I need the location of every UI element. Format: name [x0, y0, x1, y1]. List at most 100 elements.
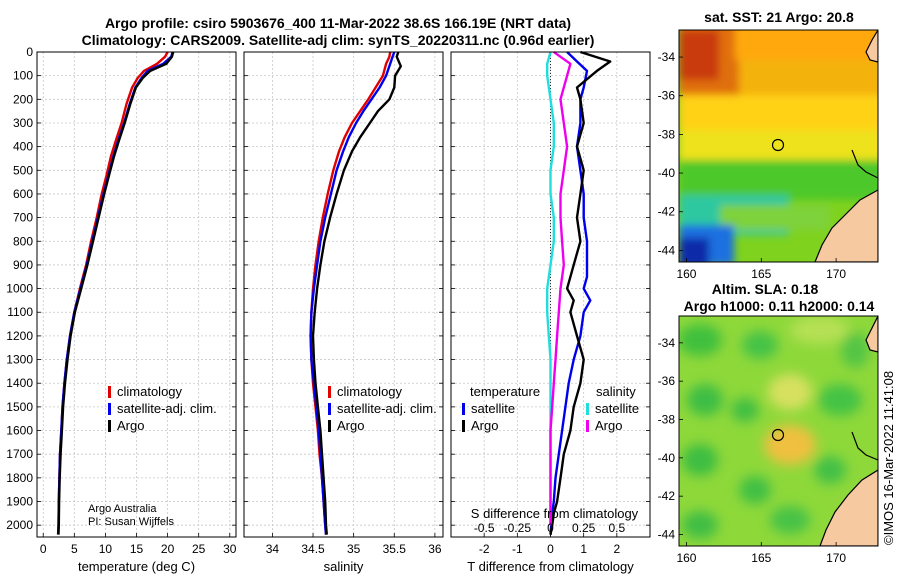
sla-map-title-line1: Altim. SLA: 0.18	[712, 281, 819, 297]
legend-swatch	[108, 420, 111, 432]
sst-map-title: sat. SST: 21 Argo: 20.8	[704, 9, 854, 25]
y-tick-label: 2000	[6, 518, 33, 532]
x-tick-label: -2	[479, 542, 490, 556]
legend-swatch	[586, 403, 589, 415]
map-y-tick-label: -44	[658, 243, 676, 257]
x-tick-label: 36	[428, 542, 442, 556]
x-tick-label: 1	[580, 542, 587, 556]
map-y-tick-label: -42	[658, 205, 676, 219]
sst-map-frame	[678, 29, 879, 263]
x-tick-label: 15	[130, 542, 144, 556]
x2-tick-label: 0	[547, 521, 554, 535]
series-line-s-diff-satellite	[546, 51, 555, 526]
series-line-satellite-adj-clim-	[309, 51, 396, 535]
x-tick-label: 34	[266, 542, 280, 556]
series-line-satellite-adj-clim-	[56, 51, 174, 535]
y-tick-label: 600	[13, 187, 33, 201]
legend-swatch	[586, 420, 589, 432]
y-tick-label: 700	[13, 211, 33, 225]
series-line-t-diff-argo	[549, 50, 612, 535]
x-axis-label: T difference from climatology	[467, 559, 634, 574]
x-axis-label: temperature (deg C)	[78, 559, 195, 574]
legend-swatch	[462, 420, 465, 432]
legend-label: climatology	[337, 384, 403, 399]
axes-frame	[243, 51, 444, 538]
x-tick-label: 35.5	[383, 542, 407, 556]
legend-label: satellite	[471, 401, 515, 416]
salinity-profile-panel: 34 34.5 35 35.5 36 salinity climatology satelli…	[243, 51, 444, 574]
y-tick-label: 1300	[6, 353, 33, 367]
x2-tick-label: -0.5	[474, 521, 495, 535]
legend-swatch	[462, 403, 465, 415]
y-tick-label: 100	[13, 69, 33, 83]
sst-map-ticks: 160 165 170 -34 -36 -38 -40 -42 -44	[658, 50, 847, 281]
sla-map-frame	[678, 315, 879, 547]
map-y-tick-label: -38	[658, 413, 676, 427]
map-x-tick-label: 160	[676, 267, 696, 281]
credit-line1: Argo Australia	[88, 503, 157, 515]
series-line-argo	[311, 51, 402, 535]
sla-map	[679, 316, 878, 546]
x2-tick-label: -0.25	[504, 521, 532, 535]
figure-title-line2: Climatology: CARS2009. Satellite-adj cli…	[82, 32, 595, 48]
x-tick-label: 30	[223, 542, 237, 556]
sst-map	[679, 30, 878, 262]
legend-label: Argo	[117, 418, 144, 433]
map-y-tick-label: -40	[658, 166, 676, 180]
map-y-tick-label: -36	[658, 374, 676, 388]
series-line-s-diff-argo	[549, 51, 572, 526]
legend-label: satellite	[595, 401, 639, 416]
map-x-tick-label: 170	[826, 267, 846, 281]
legend-label: Argo	[471, 418, 498, 433]
map-y-tick-label: -40	[658, 451, 676, 465]
y-tick-label: 900	[13, 258, 33, 272]
legend-label: climatology	[117, 384, 183, 399]
legend-swatch	[328, 420, 331, 432]
legend-label: Argo	[595, 418, 622, 433]
sla-map-ticks: 160 165 170 -34 -36 -38 -40 -42 -44	[658, 336, 847, 565]
sst-argo-marker	[771, 138, 785, 152]
map-x-tick-label: 170	[826, 551, 846, 565]
credit-line2: PI: Susan Wijffels	[88, 516, 174, 528]
x-tick-label: 20	[161, 542, 175, 556]
x-tick-label: 10	[99, 542, 113, 556]
map-x-tick-label: 165	[751, 551, 771, 565]
legend-label: Argo	[337, 418, 364, 433]
legend-swatch	[108, 403, 111, 415]
x-axis-label: salinity	[324, 559, 364, 574]
y-tick-label: 400	[13, 140, 33, 154]
temperature-profile-panel: 0100200300400500600700800900100011001200…	[6, 45, 236, 574]
map-y-tick-label: -34	[658, 336, 676, 350]
sla-argo-marker	[771, 428, 785, 442]
map-y-tick-label: -36	[658, 89, 676, 103]
figure-title-line1: Argo profile: csiro 5903676_400 11-Mar-2…	[105, 15, 571, 31]
x2-tick-label: 0.25	[572, 521, 596, 535]
imos-stamp: ©IMOS 16-Mar-2022 11:41:08	[881, 371, 896, 545]
series-line-argo	[57, 51, 175, 535]
map-y-tick-label: -34	[658, 50, 676, 64]
legend-swatch	[328, 386, 331, 398]
x-tick-label: 0	[547, 542, 554, 556]
y-tick-label: 300	[13, 116, 33, 130]
y-tick-label: 1700	[6, 447, 33, 461]
x-tick-label: 25	[192, 542, 206, 556]
map-y-tick-label: -42	[658, 489, 676, 503]
legend-swatch	[108, 386, 111, 398]
difference-profile-panel: -2 -1 0 1 2 T difference from climatology -0.5…	[450, 50, 651, 574]
x-tick-label: 0	[40, 542, 47, 556]
x-tick-label: 34.5	[301, 542, 325, 556]
map-y-tick-label: -44	[658, 528, 676, 542]
map-x-tick-label: 165	[751, 267, 771, 281]
y-tick-label: 1800	[6, 471, 33, 485]
x2-axis-label: S difference from climatology	[471, 506, 639, 521]
legend-swatch	[328, 403, 331, 415]
y-tick-label: 1100	[7, 305, 33, 319]
legend-title-salinity: salinity	[596, 384, 636, 399]
legend-label: satellite-adj. clim.	[337, 401, 437, 416]
x-tick-label: 2	[613, 542, 620, 556]
y-tick-label: 500	[13, 163, 33, 177]
x2-tick-label: 0.5	[608, 521, 625, 535]
y-tick-label: 1600	[6, 424, 33, 438]
map-y-tick-label: -38	[658, 127, 676, 141]
